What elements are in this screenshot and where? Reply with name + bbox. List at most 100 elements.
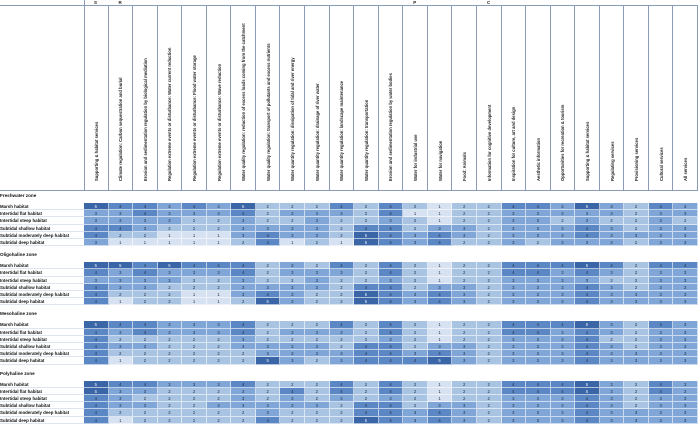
matrix-cell: 2 [452, 395, 477, 403]
matrix-cell: 2 [599, 335, 625, 343]
matrix-cell: 2 [476, 269, 502, 277]
column-header: Erosion and sedimentation regulation by … [133, 6, 158, 190]
matrix-cell: 3 [403, 231, 428, 239]
column-header: Inspiration for culture, art and design [502, 6, 527, 190]
matrix-cell: 4 [648, 387, 674, 395]
matrix-cell: 3 [133, 387, 158, 395]
matrix-cell: 2 [624, 387, 649, 395]
matrix-cell: 4 [378, 262, 404, 270]
matrix-cell: 2 [403, 387, 428, 395]
column-header-label: Water quantity regulation: landscape mai… [339, 80, 345, 181]
column-header: Water quality regulation: reduction of e… [231, 6, 256, 190]
matrix-cell: 4 [378, 291, 404, 299]
matrix-cell: 2 [255, 262, 281, 270]
matrix-cell: 3 [403, 291, 428, 299]
matrix-cell: 3 [599, 283, 625, 291]
matrix-cell: 3 [452, 357, 477, 365]
matrix-cell: 2 [599, 276, 625, 284]
matrix-cell: 2 [354, 387, 379, 395]
matrix-cell: 2 [305, 357, 330, 365]
matrix-cell: 2 [305, 262, 330, 270]
matrix-cell: 3 [599, 328, 625, 336]
matrix-cell: 3 [329, 210, 355, 218]
matrix-cell: 2 [599, 217, 625, 225]
matrix-cell: 2 [231, 409, 256, 417]
matrix-cell: 3 [255, 343, 281, 351]
matrix-cell: 4 [84, 395, 109, 403]
matrix-cell: 4 [133, 203, 158, 211]
matrix-cell: 2 [624, 335, 649, 343]
matrix-cell: 3 [403, 416, 428, 424]
matrix-cell: 4 [648, 380, 674, 388]
column-header: Water quantity regulation: drainage of r… [305, 6, 330, 190]
matrix-cell: 3 [673, 350, 698, 358]
row-label: Subtidal deep habitat [0, 417, 84, 424]
matrix-cell: 4 [231, 321, 256, 329]
row-label: Intertidal steep habitat [0, 395, 84, 403]
header-bottom-border [0, 190, 698, 191]
matrix-cell: 2 [157, 402, 183, 410]
matrix-cell: 3 [305, 283, 330, 291]
matrix-cell: 2 [329, 276, 355, 284]
matrix-cell: 2 [280, 416, 306, 424]
matrix-cell: 4 [550, 387, 576, 395]
matrix-cell: 3 [550, 395, 576, 403]
matrix-cell: 3 [648, 217, 674, 225]
column-header-label: Regulation extreme events or disturbance… [192, 55, 197, 181]
matrix-cell: 3 [231, 217, 256, 225]
matrix-cell: 3 [550, 224, 576, 232]
header-label-divider [84, 0, 85, 190]
matrix-cell: 1 [157, 231, 183, 239]
matrix-cell: 3 [501, 335, 527, 343]
matrix-cell: 4 [526, 321, 551, 329]
matrix-cell: 3 [305, 231, 330, 239]
matrix-cell: 3 [452, 350, 477, 358]
matrix-cell: 2 [476, 224, 502, 232]
matrix-cell: 1 [108, 357, 134, 365]
matrix-cell: 2 [452, 262, 477, 270]
matrix-cell: 3 [280, 231, 306, 239]
matrix-cell: 3 [305, 269, 330, 277]
matrix-cell: 2 [206, 224, 232, 232]
matrix-cell: 4 [108, 224, 134, 232]
matrix-cell: 4 [255, 231, 281, 239]
matrix-cell: 1 [280, 239, 306, 247]
matrix-cell: 3 [526, 335, 551, 343]
matrix-cell: 3 [501, 409, 527, 417]
matrix-cell: 3 [526, 395, 551, 403]
matrix-cell: 2 [255, 380, 281, 388]
matrix-cell: 3 [427, 402, 453, 410]
matrix-cell: 5 [157, 262, 183, 270]
matrix-cell: 3 [427, 224, 453, 232]
matrix-cell: 3 [182, 380, 207, 388]
matrix-cell: 3 [648, 224, 674, 232]
matrix-cell: 4 [648, 321, 674, 329]
column-header-label: Supporting & habitat services [93, 121, 99, 181]
matrix-cell: 2 [354, 328, 379, 336]
matrix-cell: 2 [329, 343, 355, 351]
matrix-cell: 3 [648, 350, 674, 358]
matrix-cell: 2 [403, 402, 428, 410]
matrix-cell: 3 [133, 224, 158, 232]
matrix-cell: 2 [182, 357, 207, 365]
matrix-cell: 3 [108, 402, 134, 410]
matrix-cell: 2 [157, 350, 183, 358]
matrix-cell: 4 [427, 409, 453, 417]
matrix-cell: 3 [403, 298, 428, 306]
matrix-cell: 2 [403, 262, 428, 270]
matrix-cell: 2 [476, 262, 502, 270]
matrix-cell: 3 [133, 276, 158, 284]
matrix-cell: 3 [673, 291, 698, 299]
matrix-cell: 2 [476, 231, 502, 239]
matrix-cell: 3 [329, 357, 355, 365]
matrix-cell: 2 [133, 350, 158, 358]
matrix-cell: 4 [329, 203, 355, 211]
matrix-cell: 4 [501, 387, 527, 395]
matrix-cell: 2 [182, 335, 207, 343]
matrix-cell: 3 [575, 217, 600, 225]
matrix-cell: 4 [378, 357, 404, 365]
matrix-cell: 3 [599, 380, 625, 388]
matrix-cell: 4 [378, 224, 404, 232]
matrix-cell: 2 [624, 283, 649, 291]
matrix-cell: 3 [599, 203, 625, 211]
